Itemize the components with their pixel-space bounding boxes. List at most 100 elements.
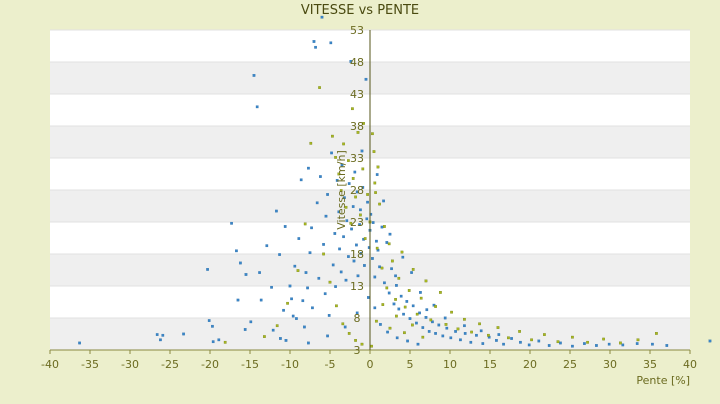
data-point-series-1 xyxy=(383,281,386,285)
data-point-series-2 xyxy=(349,221,353,225)
data-point-series-1 xyxy=(307,166,310,170)
data-point-series-2 xyxy=(331,134,334,138)
data-point-series-1 xyxy=(665,344,669,347)
data-point-series-1 xyxy=(243,328,247,331)
data-point-series-1 xyxy=(334,285,337,288)
data-point-series-2 xyxy=(223,340,227,344)
data-point-series-1 xyxy=(397,307,401,311)
data-point-series-2 xyxy=(507,336,510,340)
data-point-series-1 xyxy=(306,286,309,290)
x-tick-label: 15 xyxy=(483,358,497,371)
data-point-series-1 xyxy=(271,328,275,332)
data-point-series-2 xyxy=(407,289,411,292)
data-point-series-1 xyxy=(449,336,453,340)
data-point-series-1 xyxy=(343,196,346,200)
data-point-series-1 xyxy=(319,175,322,178)
data-point-series-1 xyxy=(342,235,345,239)
data-point-series-1 xyxy=(355,311,359,315)
data-point-series-2 xyxy=(263,335,266,338)
data-point-series-1 xyxy=(275,209,278,213)
x-tick-label: -10 xyxy=(281,358,299,371)
data-point-series-2 xyxy=(354,195,357,199)
data-point-series-2 xyxy=(337,172,341,176)
data-point-series-2 xyxy=(375,246,379,250)
data-point-series-2 xyxy=(655,332,658,335)
data-point-series-2 xyxy=(373,181,377,185)
data-point-series-2 xyxy=(518,330,521,333)
x-tick-label: 5 xyxy=(407,358,414,371)
data-point-series-1 xyxy=(481,342,485,345)
data-point-series-1 xyxy=(339,270,343,274)
data-point-series-1 xyxy=(310,226,313,230)
data-point-series-1 xyxy=(320,15,324,19)
data-point-series-1 xyxy=(284,339,288,342)
data-point-series-1 xyxy=(411,304,415,308)
data-point-series-1 xyxy=(371,257,374,260)
data-point-series-1 xyxy=(322,243,325,246)
data-point-series-1 xyxy=(392,302,396,306)
data-point-series-1 xyxy=(350,227,353,231)
data-point-series-1 xyxy=(155,333,159,336)
data-point-series-1 xyxy=(283,225,287,228)
data-point-series-1 xyxy=(265,244,269,248)
data-point-series-2 xyxy=(424,279,428,283)
x-tick-label: 10 xyxy=(443,358,457,371)
data-point-series-1 xyxy=(299,178,303,182)
data-point-series-1 xyxy=(297,237,301,240)
data-point-series-1 xyxy=(379,323,382,326)
y-tick-label: 28 xyxy=(350,184,364,197)
data-point-series-2 xyxy=(374,191,377,194)
data-point-series-1 xyxy=(424,316,428,319)
data-point-series-2 xyxy=(463,317,466,321)
data-point-series-1 xyxy=(255,105,259,109)
data-point-series-1 xyxy=(502,342,505,346)
data-point-series-1 xyxy=(510,337,513,340)
data-point-series-2 xyxy=(359,213,362,217)
data-point-series-1 xyxy=(363,264,366,267)
data-point-series-2 xyxy=(361,167,365,171)
x-tick-label: -25 xyxy=(161,358,179,371)
x-tick-label: 35 xyxy=(643,358,657,371)
data-point-series-2 xyxy=(371,132,374,136)
data-point-series-1 xyxy=(375,239,378,243)
data-point-series-1 xyxy=(375,173,379,176)
data-point-series-1 xyxy=(373,275,377,279)
data-point-series-2 xyxy=(444,323,448,326)
data-point-series-1 xyxy=(386,330,389,334)
data-point-series-1 xyxy=(459,338,462,342)
data-point-series-1 xyxy=(425,308,429,312)
data-point-series-1 xyxy=(235,249,238,253)
data-point-series-1 xyxy=(445,326,449,330)
chart-title: VITESSE vs PENTE xyxy=(301,3,419,18)
data-point-series-1 xyxy=(230,221,233,225)
data-point-series-1 xyxy=(437,323,441,327)
data-point-series-1 xyxy=(291,314,295,318)
data-point-series-2 xyxy=(496,326,500,329)
y-tick-label: 13 xyxy=(350,280,364,293)
x-axis-label: Pente [%] xyxy=(636,374,690,387)
data-point-series-2 xyxy=(322,252,325,256)
x-tick-labels: -40 -35 -30 -25 -20 -15 -10 -5 0 5 10 15 20 25 30 35 40 xyxy=(41,350,697,371)
data-point-series-2 xyxy=(275,324,279,328)
data-point-series-1 xyxy=(337,210,341,214)
data-point-series-1 xyxy=(405,300,409,303)
data-point-series-1 xyxy=(315,201,319,205)
data-point-series-1 xyxy=(335,179,339,182)
data-point-series-1 xyxy=(402,312,405,316)
data-point-series-2 xyxy=(487,333,490,337)
data-point-series-1 xyxy=(308,251,312,255)
data-point-series-2 xyxy=(372,150,376,153)
data-point-series-1 xyxy=(410,271,413,274)
data-point-series-1 xyxy=(408,317,412,320)
data-point-series-1 xyxy=(353,170,357,174)
data-point-series-2 xyxy=(339,189,343,192)
data-point-series-1 xyxy=(708,339,712,343)
data-point-series-1 xyxy=(418,311,421,315)
data-point-series-1 xyxy=(463,324,466,328)
data-point-series-1 xyxy=(324,214,328,218)
data-point-series-1 xyxy=(301,299,305,303)
data-point-series-2 xyxy=(586,340,589,344)
data-point-series-1 xyxy=(326,193,329,196)
x-tick-label: -40 xyxy=(41,358,59,371)
data-point-series-2 xyxy=(342,142,345,146)
